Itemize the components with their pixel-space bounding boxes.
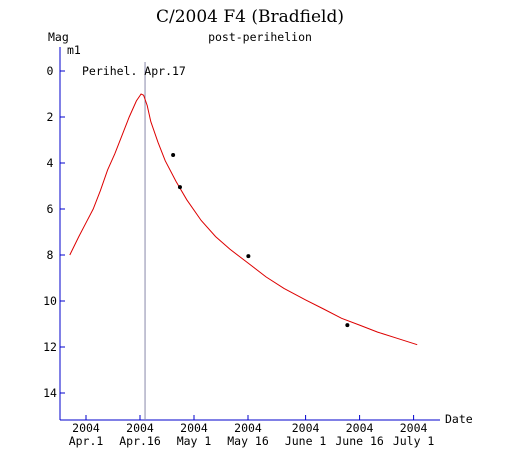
x-tick-label: May 1 — [177, 434, 212, 448]
x-tick-label: June 1 — [285, 434, 327, 448]
y-axis-top-label: Mag — [48, 30, 69, 44]
y-ticks: 0 2 4 6 8 10 12 14 — [43, 64, 65, 400]
x-tick-label: May 16 — [227, 434, 269, 448]
y-tick-label: 4 — [47, 156, 54, 170]
x-tick-label: June 16 — [335, 434, 384, 448]
observation-point — [246, 254, 251, 259]
x-tick-year: 2004 — [234, 421, 262, 435]
light-curve — [69, 93, 418, 346]
x-tick-year: 2004 — [400, 421, 428, 435]
chart-title: C/2004 F4 (Bradfield) — [156, 7, 344, 27]
y-axis-label: m1 — [67, 43, 81, 57]
y-tick-label: 6 — [47, 202, 54, 216]
x-axis-label: Date — [445, 412, 473, 426]
y-tick-label: 8 — [47, 248, 54, 262]
observation-point — [177, 185, 182, 190]
x-tick-label: July 1 — [393, 434, 435, 448]
observation-point — [345, 323, 350, 328]
y-tick-label: 12 — [43, 340, 57, 354]
y-tick-label: 14 — [43, 386, 57, 400]
observation-points — [171, 152, 350, 328]
x-tick-year: 2004 — [292, 421, 320, 435]
y-tick-label: 2 — [47, 110, 54, 124]
perihelion-label: Perihel. Apr.17 — [82, 64, 186, 78]
x-tick-label: Apr.1 — [69, 434, 104, 448]
x-tick-year: 2004 — [72, 421, 100, 435]
observation-point — [171, 152, 176, 157]
chart-subtitle: post-perihelion — [208, 30, 312, 44]
y-tick-label: 10 — [43, 294, 57, 308]
x-tick-label: Apr.16 — [119, 434, 161, 448]
x-tick-year: 2004 — [180, 421, 208, 435]
x-tick-year: 2004 — [346, 421, 374, 435]
x-tick-year: 2004 — [126, 421, 154, 435]
y-tick-label: 0 — [47, 64, 54, 78]
